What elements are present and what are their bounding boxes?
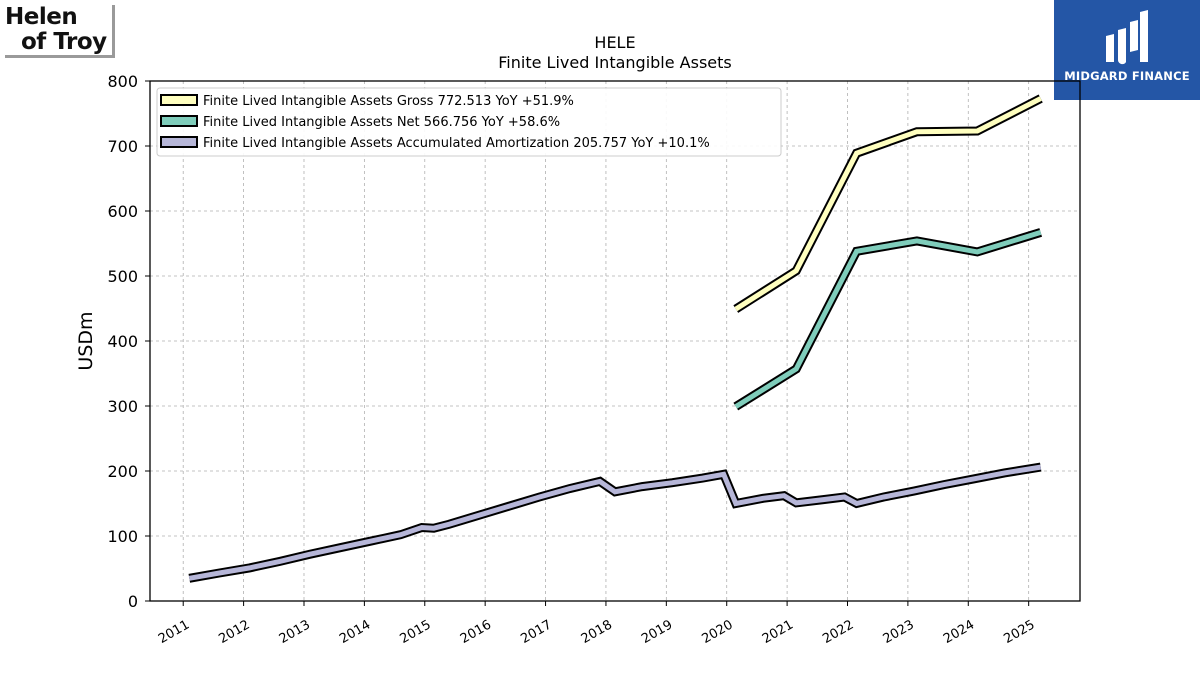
series-line bbox=[188, 464, 1042, 581]
x-tick-label: 2020 bbox=[699, 617, 735, 647]
y-tick-label: 700 bbox=[107, 137, 138, 156]
x-tick-label: 2025 bbox=[1001, 617, 1037, 647]
axes: 0 100 200 300 400 500 600 700 800 2011 2012 2013 201… bbox=[107, 72, 1037, 647]
legend-swatch bbox=[160, 136, 198, 148]
x-tick-label: 2012 bbox=[216, 617, 252, 647]
legend-swatch bbox=[160, 94, 198, 106]
legend-box bbox=[156, 87, 782, 157]
company-logo: Helen of Troy bbox=[5, 5, 115, 58]
x-tick-label: 2011 bbox=[156, 617, 192, 647]
logo-line-1: Helen bbox=[5, 4, 78, 30]
x-tick-label: 2016 bbox=[458, 617, 494, 647]
x-tick-label: 2019 bbox=[639, 617, 675, 647]
x-tick-label: 2014 bbox=[337, 617, 373, 647]
y-tick-label: 800 bbox=[107, 72, 138, 91]
y-tick-label: 0 bbox=[128, 592, 138, 611]
series-line bbox=[734, 96, 1042, 312]
legend: Finite Lived Intangible Assets Gross 772… bbox=[156, 87, 782, 157]
x-tick-label: 2023 bbox=[881, 617, 917, 647]
brand-mark-icon bbox=[1106, 10, 1148, 65]
series-line bbox=[734, 230, 1042, 409]
series-line-outline bbox=[188, 462, 1042, 583]
x-tick-label: 2021 bbox=[760, 617, 796, 647]
grid bbox=[150, 80, 1080, 602]
y-tick-label: 500 bbox=[107, 267, 138, 286]
y-tick-label: 600 bbox=[107, 202, 138, 221]
legend-entry: Finite Lived Intangible Assets Accumulat… bbox=[203, 136, 710, 151]
y-axis-label: USDm bbox=[75, 311, 97, 370]
x-tick-label: 2018 bbox=[579, 617, 615, 647]
chart-title: HELE bbox=[594, 33, 635, 52]
x-tick-label: 2013 bbox=[277, 617, 313, 647]
y-tick-label: 300 bbox=[107, 397, 138, 416]
y-tick-label: 100 bbox=[107, 527, 138, 546]
x-tick-label: 2022 bbox=[820, 617, 856, 647]
x-tick-label: 2024 bbox=[941, 617, 977, 647]
logo-line-2: of Troy bbox=[21, 29, 107, 55]
chart-subtitle: Finite Lived Intangible Assets bbox=[498, 53, 731, 72]
y-tick-label: 400 bbox=[107, 332, 138, 351]
x-tick-label: 2017 bbox=[518, 617, 554, 647]
legend-entry: Finite Lived Intangible Assets Net 566.7… bbox=[203, 115, 560, 130]
legend-swatch bbox=[160, 115, 198, 127]
y-tick-label: 200 bbox=[107, 462, 138, 481]
brand-name: MIDGARD FINANCE bbox=[1064, 69, 1190, 83]
x-tick-label: 2015 bbox=[398, 617, 434, 647]
brand-badge: MIDGARD FINANCE bbox=[1054, 0, 1200, 100]
series-layer bbox=[188, 94, 1043, 583]
legend-entry: Finite Lived Intangible Assets Gross 772… bbox=[203, 94, 574, 109]
